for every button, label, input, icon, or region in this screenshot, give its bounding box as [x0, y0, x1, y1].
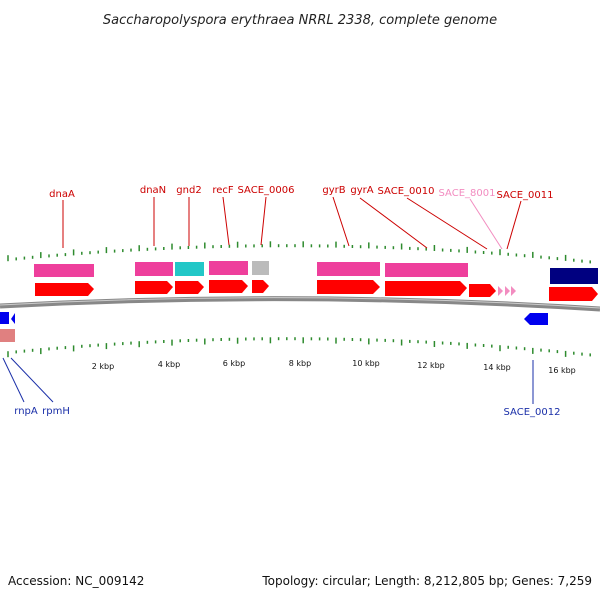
leader-rpmH [10, 357, 54, 403]
cds-arrow-sace-0011[interactable] [505, 286, 510, 296]
cds-arrow-dnaN[interactable] [135, 281, 173, 294]
gene-label-sace-0012[interactable]: SACE_0012 [504, 407, 561, 418]
gene-block-gyrB[interactable] [317, 262, 380, 276]
reverse-gene-labels: rnpA rpmH SACE_0012 [14, 406, 560, 418]
cds-arrow-dnaA[interactable] [35, 283, 94, 296]
scale-label-2kbp: 2 kbp [92, 362, 114, 371]
cds-arrow-small-a[interactable] [511, 286, 516, 296]
leader-gyrA [359, 197, 428, 249]
reverse-block-left[interactable] [0, 312, 9, 324]
reverse-block-left-pink[interactable] [0, 329, 15, 342]
leader-recF [222, 196, 230, 246]
gene-label-dnaN[interactable]: dnaN [140, 185, 166, 196]
genome-backbone [0, 296, 600, 312]
forward-label-leaders [62, 196, 522, 250]
scale-label-14kbp: 14 kbp [483, 363, 511, 372]
gene-label-sace-0006[interactable]: SACE_0006 [238, 185, 295, 196]
reverse-arrow-sace-0012[interactable] [524, 313, 548, 325]
leader-gyrB [332, 196, 350, 247]
scale-labels: 2 kbp 4 kbp 6 kbp 8 kbp 10 kbp 12 kbp 14… [92, 359, 576, 375]
forward-cds-arrows [35, 280, 598, 301]
leader-sace-0011 [506, 200, 522, 250]
gene-label-gyrA[interactable]: gyrA [350, 185, 373, 196]
gene-block-dnaN[interactable] [135, 262, 173, 276]
gene-block-dnaA[interactable] [34, 264, 94, 277]
lower-tick-row [7, 337, 591, 358]
reverse-features [0, 312, 548, 342]
scale-label-4kbp: 4 kbp [158, 360, 180, 369]
genome-backbone-highlight [0, 297, 600, 309]
scale-label-12kbp: 12 kbp [417, 361, 445, 370]
gene-label-gnd2[interactable]: gnd2 [176, 185, 201, 196]
scale-label-6kbp: 6 kbp [223, 359, 245, 368]
cds-arrow-sace-0006[interactable] [252, 280, 269, 293]
genome-title: Saccharopolyspora erythraea NRRL 2338, c… [103, 13, 497, 28]
gene-label-sace-0010[interactable]: SACE_0010 [378, 186, 435, 197]
gene-label-gyrB[interactable]: gyrB [322, 185, 345, 196]
gene-block-recF[interactable] [209, 261, 248, 275]
cds-arrow-sace-8001[interactable] [498, 286, 503, 296]
scale-label-8kbp: 8 kbp [289, 359, 311, 368]
gene-label-rnpA[interactable]: rnpA [14, 406, 38, 417]
gene-label-recF[interactable]: recF [212, 185, 234, 196]
leader-sace-0006 [260, 196, 267, 246]
topology-summary-text: Topology: circular; Length: 8,212,805 bp… [261, 574, 592, 588]
forward-gene-blocks [34, 261, 598, 284]
reverse-arrow-left[interactable] [11, 313, 15, 324]
cds-arrow-gyrB[interactable] [317, 280, 380, 294]
leader-sace-0010 [406, 197, 488, 250]
leader-sace-8001 [469, 198, 503, 250]
cds-arrow-gnd2[interactable] [175, 281, 204, 294]
gene-block-far-right[interactable] [550, 268, 598, 284]
gene-block-gnd2[interactable] [175, 262, 204, 276]
gene-label-sace-8001[interactable]: SACE_8001 [439, 188, 496, 199]
gene-label-dnaA[interactable]: dnaA [49, 189, 75, 200]
scale-label-16kbp: 16 kbp [548, 366, 576, 375]
reverse-label-leaders [2, 357, 534, 404]
cds-arrow-far-right[interactable] [549, 287, 598, 301]
gene-block-sace-0006[interactable] [252, 261, 269, 275]
accession-text: Accession: NC_009142 [8, 574, 144, 588]
gene-label-sace-0011[interactable]: SACE_0011 [497, 190, 554, 201]
leader-rnpA [2, 357, 25, 403]
scale-label-10kbp: 10 kbp [352, 359, 380, 368]
gene-block-gyrA[interactable] [385, 263, 468, 277]
cds-arrow-gyrA[interactable] [385, 281, 467, 296]
cds-arrow-sace-0010[interactable] [469, 284, 496, 297]
upper-tick-row [7, 241, 591, 264]
gene-label-rpmH[interactable]: rpmH [42, 406, 70, 417]
cds-arrow-recF[interactable] [209, 280, 248, 293]
forward-gene-labels: dnaA dnaN gnd2 recF SACE_0006 gyrB gyrA … [49, 185, 553, 201]
